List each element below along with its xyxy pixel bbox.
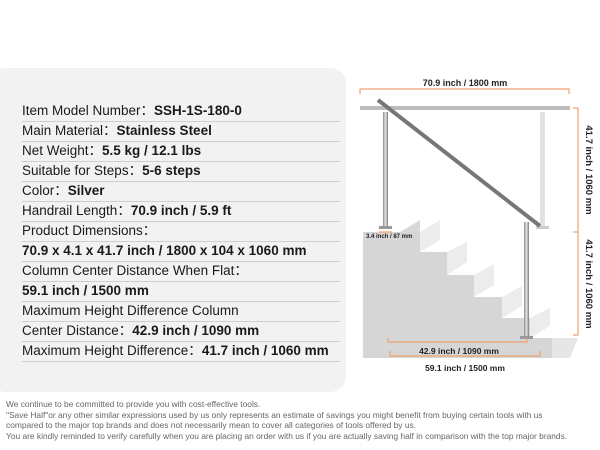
spec-label: Net Weight： bbox=[22, 143, 103, 158]
spec-value: SSH-1S-180-0 bbox=[154, 103, 242, 118]
railing bbox=[360, 98, 570, 339]
spec-label: Product Dimensions： bbox=[22, 223, 157, 238]
spec-label: Suitable for Steps： bbox=[22, 163, 143, 178]
spec-row: Maximum Height Difference Column bbox=[22, 301, 340, 322]
height-upper-label: 41.7 inch / 1060 mm bbox=[583, 125, 594, 214]
spec-row: Maximum Height Difference：41.7 inch / 10… bbox=[22, 341, 340, 362]
spec-row: Color：Silver bbox=[22, 181, 340, 202]
spec-value: 41.7 inch / 1060 mm bbox=[201, 343, 329, 358]
spec-label: Column Center Distance When Flat： bbox=[22, 263, 248, 278]
width-label: 70.9 inch / 1800 mm bbox=[423, 78, 508, 88]
height-lower-label: 41.7 inch / 1060 mm bbox=[583, 239, 594, 328]
spec-row: Net Weight：5.5 kg / 12.1 lbs bbox=[22, 141, 340, 162]
disclaimer-line: compared to the major top brands and doe… bbox=[6, 420, 416, 431]
spec-value: 5.5 kg / 12.1 lbs bbox=[102, 143, 202, 158]
disclaimer-line: You are kindly reminded to verify carefu… bbox=[6, 430, 568, 441]
spec-row: Suitable for Steps：5-6 steps bbox=[22, 161, 340, 182]
dimension-lines bbox=[359, 88, 579, 357]
spec-value: 5-6 steps bbox=[142, 163, 201, 178]
spec-label: Main Material： bbox=[22, 123, 117, 138]
spec-row: 70.9 x 4.1 x 41.7 inch / 1800 x 104 x 10… bbox=[22, 241, 340, 262]
spec-label: Handrail Length： bbox=[22, 203, 131, 218]
spec-row: Product Dimensions： bbox=[22, 221, 340, 242]
spec-row: Main Material：Stainless Steel bbox=[22, 121, 340, 142]
spec-value: 70.9 inch / 5.9 ft bbox=[130, 203, 232, 218]
spec-row: Column Center Distance When Flat： bbox=[22, 261, 340, 282]
spec-value: 70.9 x 4.1 x 41.7 inch / 1800 x 104 x 10… bbox=[22, 243, 307, 258]
disclaimer: We continue to be committed to provide y… bbox=[6, 399, 567, 441]
spec-panel bbox=[0, 68, 346, 392]
spec-label: Maximum Height Difference： bbox=[22, 343, 202, 358]
spec-value: Stainless Steel bbox=[116, 123, 212, 138]
spec-label: Item Model Number： bbox=[22, 103, 155, 118]
spec-row: Item Model Number：SSH-1S-180-0 bbox=[22, 101, 340, 122]
spec-value: Silver bbox=[67, 183, 105, 198]
base-label: 3.4 inch / 87 mm bbox=[366, 234, 412, 240]
spec-value: 59.1 inch / 1500 mm bbox=[22, 283, 149, 298]
spec-row: Handrail Length：70.9 inch / 5.9 ft bbox=[22, 201, 340, 222]
spec-label: Color： bbox=[22, 183, 68, 198]
spec-value: 42.9 inch / 1090 mm bbox=[132, 323, 260, 338]
stairs bbox=[363, 220, 578, 358]
spec-row: 59.1 inch / 1500 mm bbox=[22, 281, 340, 302]
spec-label: Maximum Height Difference Column bbox=[22, 303, 239, 318]
column-distance-label: 42.9 inch / 1090 mm bbox=[419, 346, 499, 356]
disclaimer-line: "Save Half"or any other similar expressi… bbox=[6, 409, 543, 420]
disclaimer-line: We continue to be committed to provide y… bbox=[6, 399, 261, 409]
spec-label: Center Distance： bbox=[22, 323, 133, 338]
flat-distance-label: 59.1 inch / 1500 mm bbox=[425, 363, 505, 373]
spec-row: Center Distance：42.9 inch / 1090 mm bbox=[22, 321, 340, 342]
